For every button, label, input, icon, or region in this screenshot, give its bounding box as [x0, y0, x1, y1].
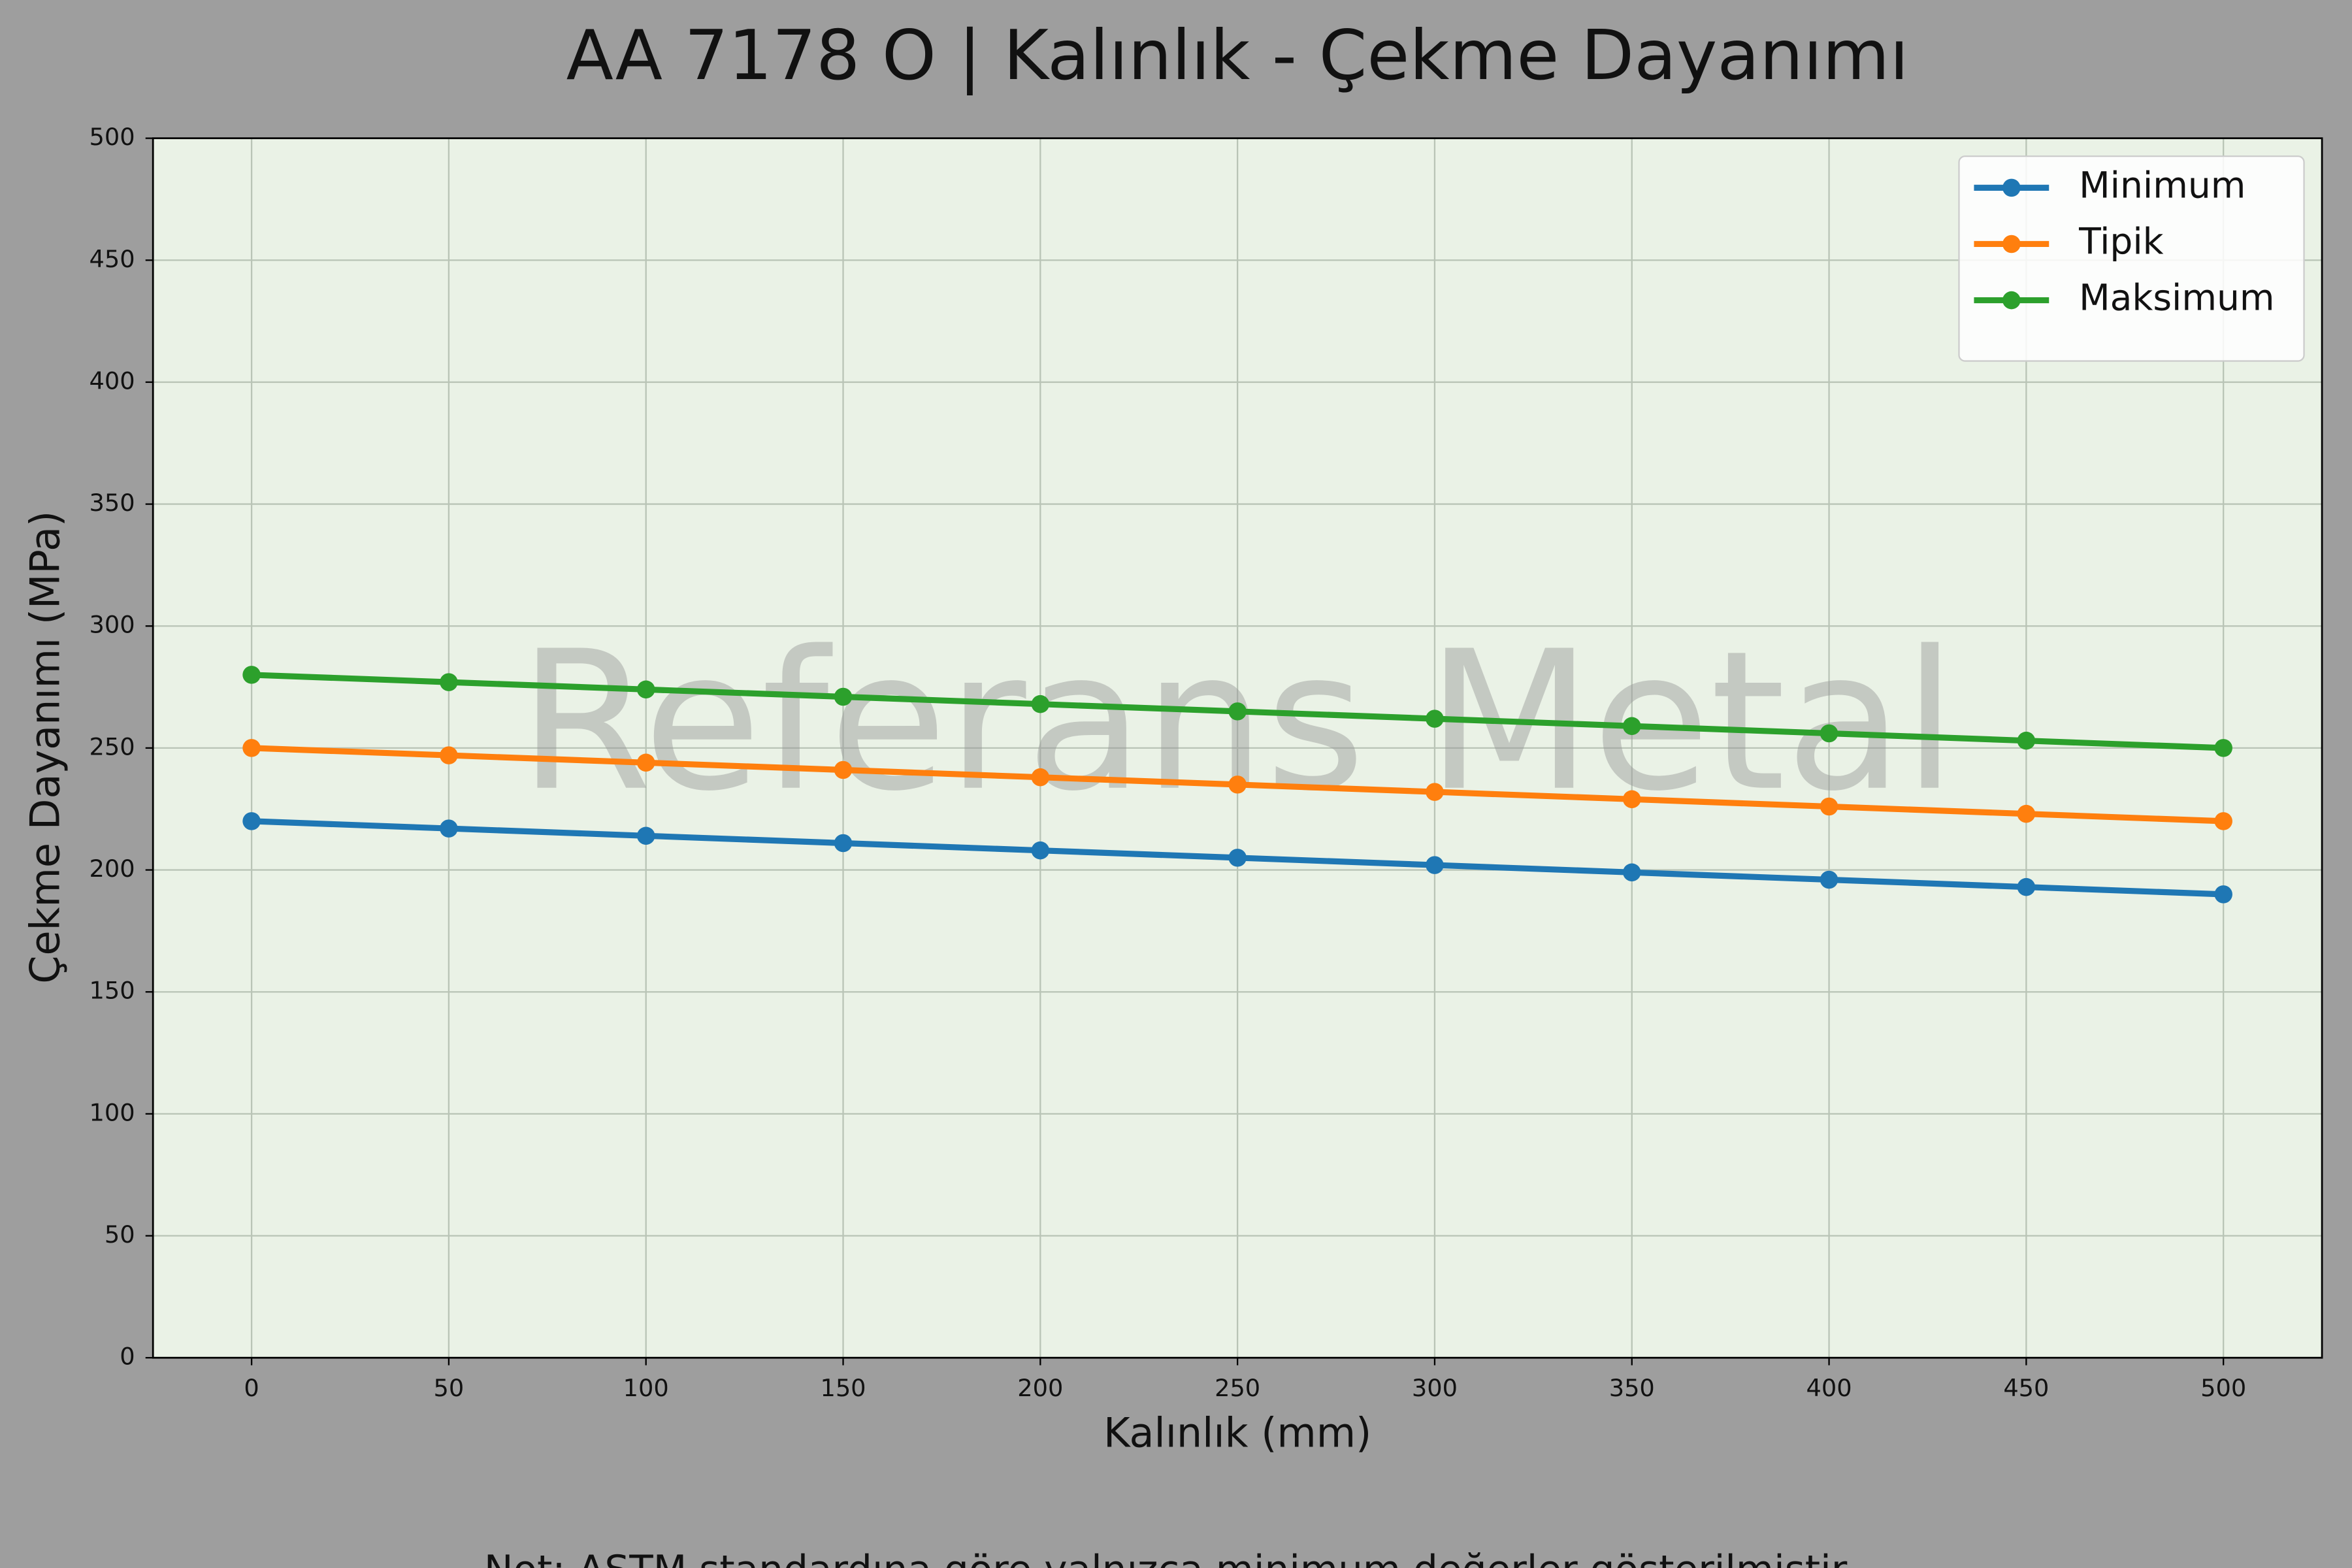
y-axis-label: Çekme Dayanımı (MPa): [22, 511, 69, 984]
point: [636, 753, 655, 772]
x-tick-label: 500: [2200, 1374, 2246, 1402]
legend-label: Tipik: [2078, 221, 2164, 263]
x-tick-label: 450: [2003, 1374, 2049, 1402]
point: [1820, 870, 1838, 889]
point: [2017, 804, 2036, 823]
point: [1426, 710, 1444, 728]
legend: Minimum Tipik Maksimum: [1958, 155, 2305, 362]
legend-label: Maksimum: [2079, 277, 2274, 319]
x-tick-label: 100: [623, 1374, 669, 1402]
point: [1426, 856, 1444, 874]
legend-marker: [2002, 291, 2021, 310]
legend-label: Minimum: [2079, 164, 2246, 206]
point: [440, 746, 458, 764]
chart-title: AA 7178 O | Kalınlık - Çekme Dayanımı: [566, 15, 1909, 96]
x-tick-label: 0: [244, 1374, 259, 1402]
x-tick-label: 200: [1017, 1374, 1063, 1402]
point: [636, 680, 655, 699]
point: [1622, 790, 1641, 809]
point: [1228, 776, 1247, 794]
point: [1820, 724, 1838, 743]
watermark: Referans Metal: [519, 610, 1957, 834]
y-tick-label: 500: [90, 123, 135, 151]
point: [440, 819, 458, 838]
x-tick-label: 50: [434, 1374, 465, 1402]
y-tick-label: 100: [90, 1098, 135, 1126]
plot-area: [242, 666, 2232, 904]
point: [1031, 841, 1050, 860]
x-tick-label: 300: [1412, 1374, 1458, 1402]
x-tick-label: 400: [1806, 1374, 1852, 1402]
point: [1622, 717, 1641, 736]
legend-box: [1958, 155, 2305, 362]
ticks: 0 50 100 150 200 250 300 350 400 450 500 0 50 100 150 2…: [90, 123, 2247, 1402]
point: [440, 673, 458, 691]
point: [1031, 768, 1050, 787]
point: [1228, 849, 1247, 867]
x-tick-label: 250: [1215, 1374, 1260, 1402]
note: Not: ASTM standardına göre yalnızca mini…: [484, 1548, 1856, 1568]
point: [242, 739, 261, 757]
point: [1228, 702, 1247, 721]
legend-marker: [2002, 235, 2021, 253]
point: [1820, 797, 1838, 816]
y-tick-label: 400: [90, 367, 135, 395]
y-tick-label: 350: [90, 489, 135, 517]
point: [834, 760, 853, 779]
y-tick-label: 150: [90, 977, 135, 1005]
point: [834, 834, 853, 853]
point: [1031, 694, 1050, 713]
point: [636, 826, 655, 845]
y-tick-label: 300: [90, 611, 135, 639]
point: [834, 687, 853, 706]
point: [2017, 877, 2036, 896]
y-tick-label: 200: [90, 855, 135, 883]
point: [2017, 731, 2036, 750]
point: [1426, 783, 1444, 801]
x-axis-label: Kalınlık (mm): [1103, 1409, 1371, 1457]
y-tick-label: 0: [120, 1343, 135, 1371]
y-tick-label: 250: [90, 732, 135, 760]
point: [1622, 863, 1641, 882]
y-tick-label: 50: [105, 1220, 135, 1249]
point: [242, 812, 261, 830]
y-tick-label: 450: [90, 245, 135, 273]
point: [2214, 739, 2232, 757]
legend-marker: [2002, 178, 2021, 197]
point: [2214, 812, 2232, 830]
point: [2214, 885, 2232, 904]
x-tick-label: 150: [820, 1374, 866, 1402]
x-tick-label: 350: [1609, 1374, 1655, 1402]
point: [242, 666, 261, 684]
